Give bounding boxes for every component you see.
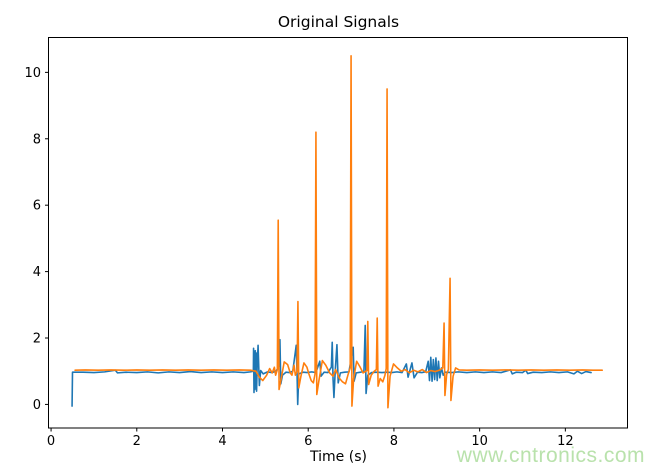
x-tick-label: 4 <box>218 434 226 449</box>
x-tick-label: 8 <box>390 434 398 449</box>
series-signal-2-line <box>74 54 604 409</box>
y-tick-label: 2 <box>33 332 41 347</box>
watermark: www.cntronics.com <box>456 444 645 467</box>
series-signal-1-line <box>71 324 592 407</box>
y-tick-label: 10 <box>24 66 41 81</box>
y-tick-label: 8 <box>33 132 41 147</box>
plot-border <box>48 37 628 429</box>
x-tick-label: 6 <box>304 434 312 449</box>
x-tick-label: 10 <box>471 434 488 449</box>
x-tick-label: 12 <box>557 434 574 449</box>
y-tick-label: 0 <box>33 398 41 413</box>
x-axis-label: Time (s) <box>310 449 367 465</box>
x-tick-label: 0 <box>47 434 55 449</box>
y-tick-label: 6 <box>33 199 41 214</box>
y-tick-label: 4 <box>33 265 41 280</box>
chart-title: Original Signals <box>277 13 400 31</box>
x-tick-label: 2 <box>133 434 141 449</box>
